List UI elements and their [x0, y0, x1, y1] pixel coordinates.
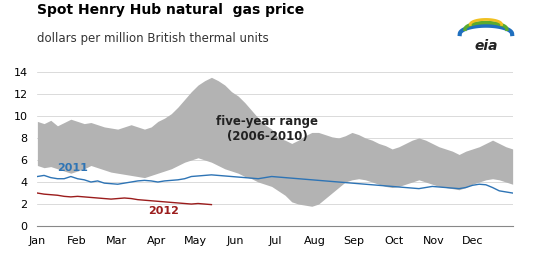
- Text: eia: eia: [474, 39, 498, 53]
- Text: dollars per million British thermal units: dollars per million British thermal unit…: [37, 32, 269, 45]
- Text: five-year range
(2006-2010): five-year range (2006-2010): [216, 115, 318, 143]
- Text: 2011: 2011: [57, 163, 88, 173]
- Text: 2012: 2012: [148, 206, 179, 216]
- Text: Spot Henry Hub natural  gas price: Spot Henry Hub natural gas price: [37, 3, 304, 17]
